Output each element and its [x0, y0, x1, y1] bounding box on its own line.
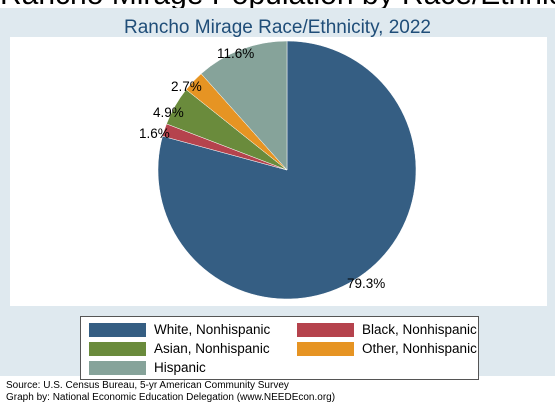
legend-swatch-asian: [89, 341, 146, 356]
legend: White, Nonhispanic Black, Nonhispanic As…: [80, 316, 479, 380]
legend-item-black: Black, Nonhispanic: [297, 322, 477, 337]
source-line: Source: U.S. Census Bureau, 5-yr America…: [6, 380, 289, 391]
legend-swatch-white: [89, 322, 146, 337]
cut-off-heading: Rancho Mirage Population by Race/Ethnici…: [0, 0, 555, 12]
legend-label-asian: Asian, Nonhispanic: [154, 341, 270, 356]
legend-item-other: Other, Nonhispanic: [297, 341, 477, 356]
source-note: Source: U.S. Census Bureau, 5-yr America…: [6, 380, 335, 404]
chart-frame: Rancho Mirage Race/Ethnicity, 2022 79.3%…: [0, 8, 555, 380]
slice-label-asian: 4.9%: [153, 105, 184, 120]
chart-title: Rancho Mirage Race/Ethnicity, 2022: [124, 17, 431, 38]
legend-item-asian: Asian, Nonhispanic: [89, 341, 270, 356]
slice-label-white: 79.3%: [347, 276, 385, 291]
slice-label-hispanic: 11.6%: [217, 46, 254, 61]
legend-item-white: White, Nonhispanic: [89, 322, 270, 337]
legend-label-other: Other, Nonhispanic: [362, 341, 477, 356]
legend-swatch-black: [297, 322, 354, 337]
legend-swatch-hispanic: [89, 360, 146, 375]
pie-slice-hispanic: [200, 40, 288, 171]
pie-chart: 79.3% 1.6% 4.9% 2.7% 11.6%: [139, 40, 417, 300]
credit-line: Graph by: National Economic Education De…: [6, 392, 336, 403]
legend-label-black: Black, Nonhispanic: [362, 322, 477, 337]
slice-label-black: 1.6%: [139, 126, 170, 141]
plot-region: 79.3% 1.6% 4.9% 2.7% 11.6%: [10, 37, 547, 306]
legend-label-hispanic: Hispanic: [154, 360, 206, 375]
legend-swatch-other: [297, 341, 354, 356]
legend-item-hispanic: Hispanic: [89, 360, 206, 375]
legend-label-white: White, Nonhispanic: [154, 322, 271, 337]
slice-label-other: 2.7%: [171, 79, 202, 94]
